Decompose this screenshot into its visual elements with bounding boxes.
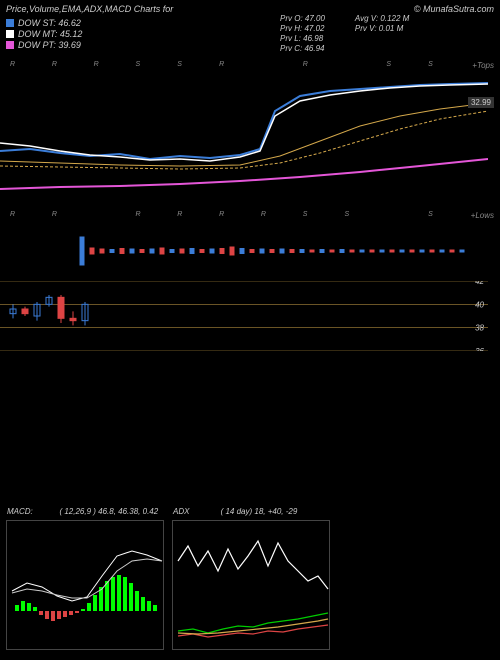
axis-mid-label: +Lows (471, 211, 494, 220)
stat-value: Prv O: 47.00 (280, 14, 325, 23)
stat-value: Prv C: 46.94 (280, 44, 325, 53)
axis-tick: R (219, 61, 224, 68)
macd-label: MACD: ( 12,26,9 ) 46.8, 46.38, 0.42 (7, 507, 158, 516)
stat-value: Avg V: 0.122 M (355, 14, 409, 23)
legend-swatch (6, 19, 14, 27)
legend-item: DOW PT: 39.69 (6, 40, 494, 50)
axis-mid: +Lows R R R R R R S S S (0, 211, 500, 221)
candle-chart: 36 38 40 42 (0, 281, 500, 351)
price-stats: Prv O: 47.00Prv H: 47.02Prv L: 46.98Prv … (280, 14, 409, 53)
chart-header: Price,Volume,EMA,ADX,MACD Charts for © M… (0, 0, 500, 16)
axis-tick: R (261, 211, 266, 218)
axis-tick: R (177, 211, 182, 218)
axis-tick: S (428, 211, 433, 218)
adx-label: ADX ( 14 day) 18, +40, -29 (173, 507, 297, 516)
svg-text:42: 42 (475, 281, 484, 286)
main-price-chart: 32.99 (0, 71, 500, 211)
stat-value: Prv H: 47.02 (280, 24, 325, 33)
axis-tick: R (10, 61, 15, 68)
stat-value: Prv L: 46.98 (280, 34, 325, 43)
svg-text:36: 36 (475, 347, 484, 351)
legend-item: DOW ST: 46.62 (6, 18, 494, 28)
legend-swatch (6, 30, 14, 38)
adx-panel: ADX ( 14 day) 18, +40, -29 (172, 520, 330, 650)
header-title-right: © MunafaSutra.com (414, 4, 494, 14)
legend-label: DOW MT: 45.12 (18, 29, 82, 39)
svg-text:38: 38 (475, 324, 484, 333)
header-title-left: Price,Volume,EMA,ADX,MACD Charts for (6, 4, 173, 14)
legend-label: DOW ST: 46.62 (18, 18, 81, 28)
axis-tick: R (52, 61, 57, 68)
legend: DOW ST: 46.62DOW MT: 45.12DOW PT: 39.69 (0, 16, 500, 53)
macd-panel: MACD: ( 12,26,9 ) 46.8, 46.38, 0.42 (6, 520, 164, 650)
axis-tick: R (135, 211, 140, 218)
axis-tick: R (52, 211, 57, 218)
legend-item: DOW MT: 45.12 (6, 29, 494, 39)
axis-top: +Tops R R R S S R R S S (0, 61, 500, 71)
legend-swatch (6, 41, 14, 49)
axis-tick: S (428, 61, 433, 68)
axis-tick: S (303, 211, 308, 218)
axis-tick: R (94, 61, 99, 68)
price-marker: 32.99 (468, 97, 494, 108)
axis-tick: S (177, 61, 182, 68)
axis-tick: S (386, 61, 391, 68)
axis-tick: R (303, 61, 308, 68)
axis-tick: S (135, 61, 140, 68)
stat-value: Prv V: 0.01 M (355, 24, 409, 33)
legend-label: DOW PT: 39.69 (18, 40, 81, 50)
axis-tick: R (10, 211, 15, 218)
indicator-panels: MACD: ( 12,26,9 ) 46.8, 46.38, 0.42 ADX … (6, 520, 330, 650)
axis-tick: R (219, 211, 224, 218)
axis-tick: S (345, 211, 350, 218)
volume-chart (0, 221, 500, 281)
axis-top-label: +Tops (472, 61, 494, 70)
svg-text:40: 40 (475, 300, 484, 309)
